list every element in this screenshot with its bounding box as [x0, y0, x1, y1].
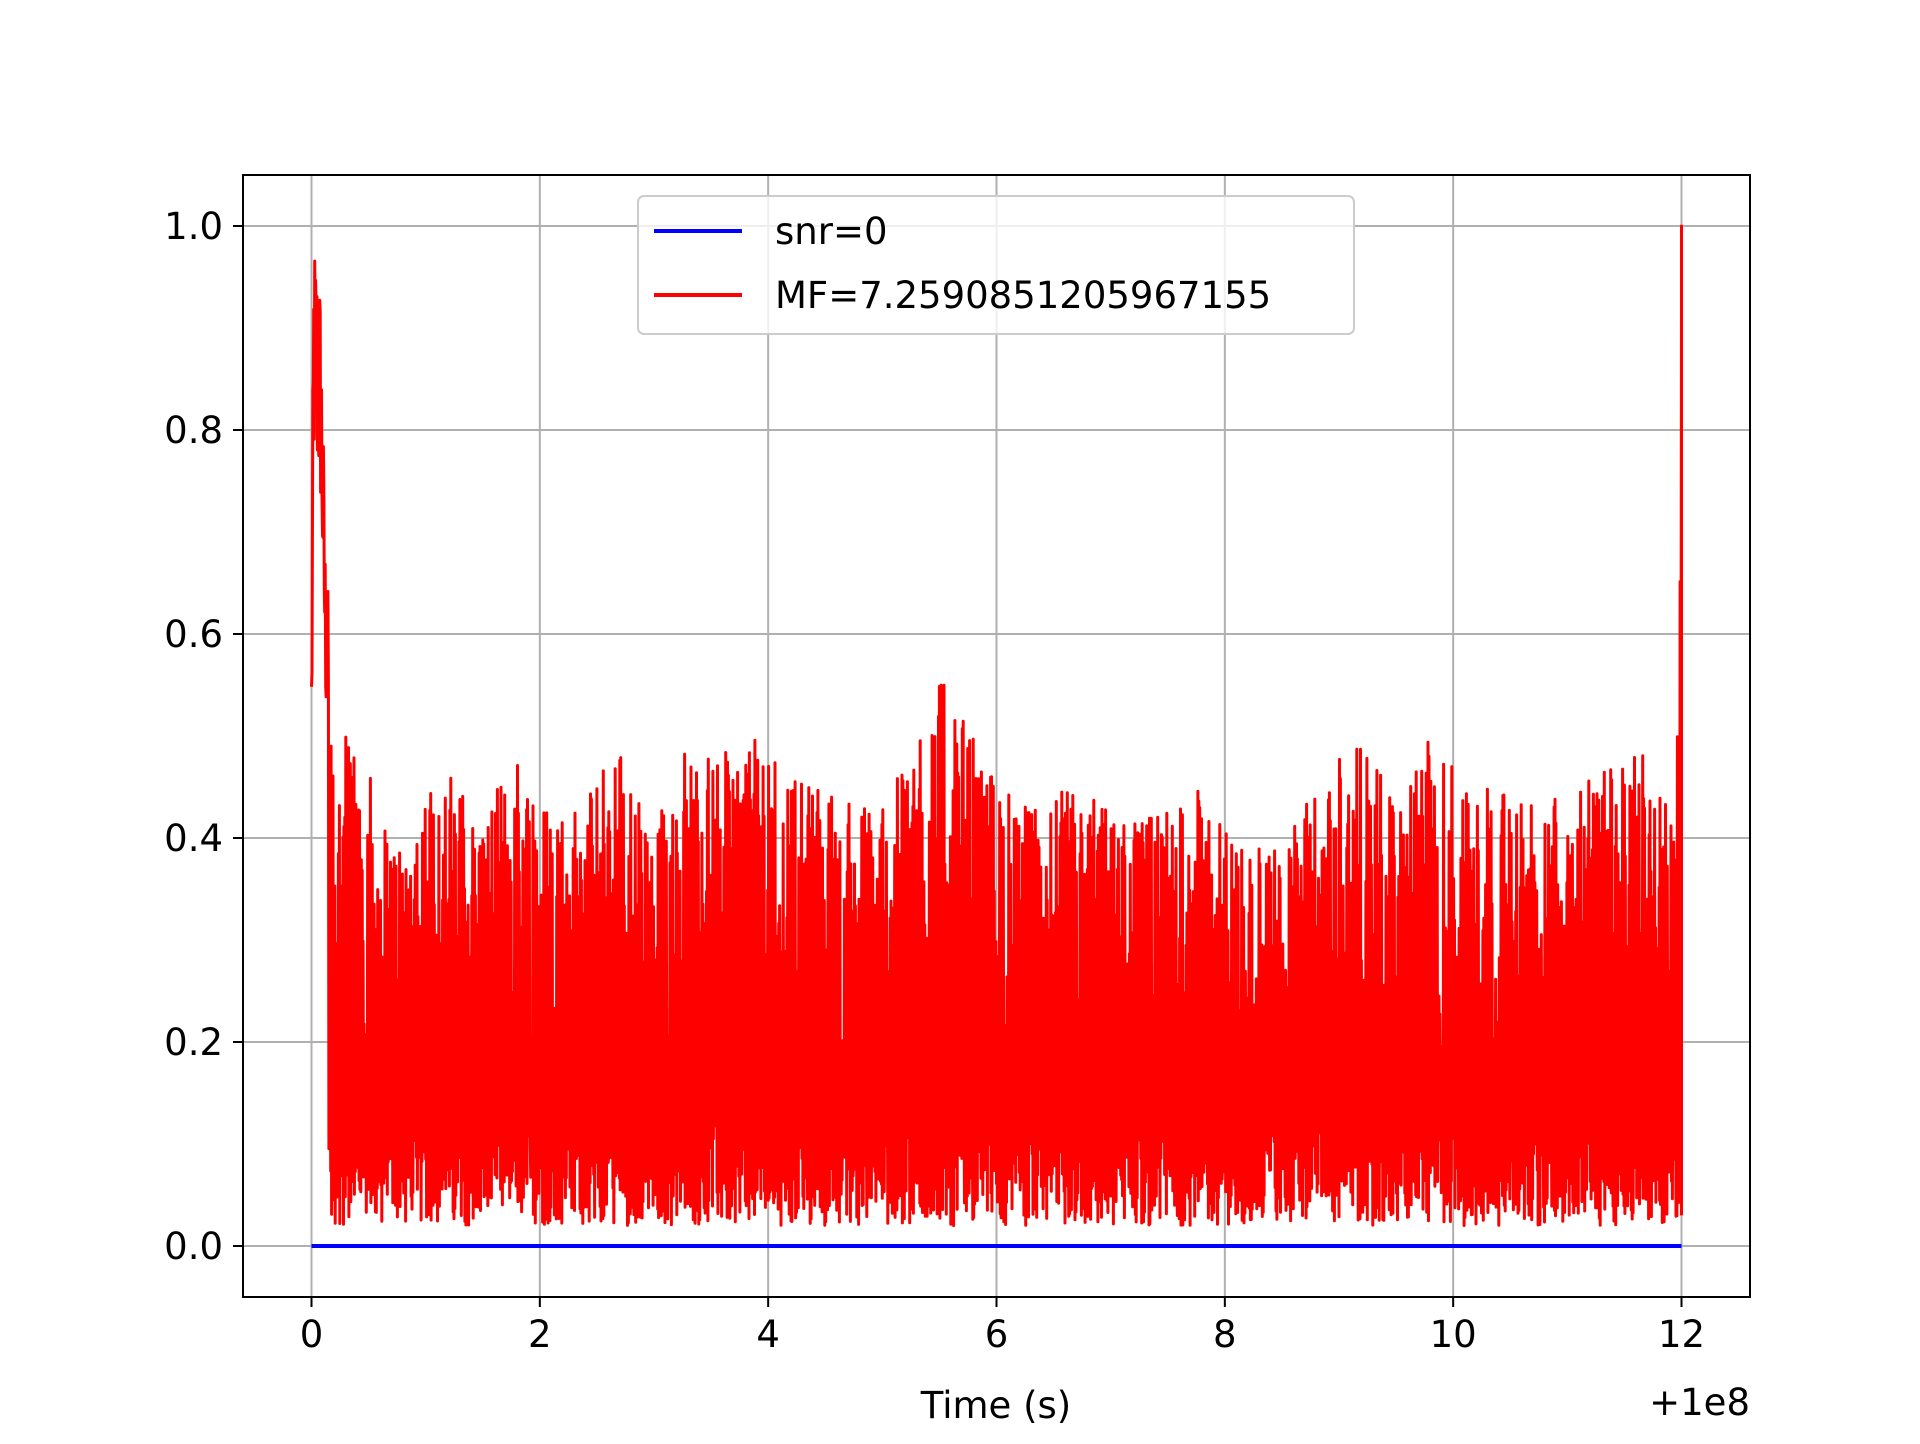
y-tick-label: 0.4 — [164, 817, 223, 860]
x-axis-offset-label: +1e8 — [1649, 1381, 1750, 1424]
y-tick-label: 0.0 — [164, 1225, 223, 1268]
x-tick-label: 10 — [1430, 1313, 1477, 1356]
ticks: 0 2 4 6 8 10 12 0.0 0.2 0.4 0.6 0.8 1.0 — [164, 205, 1705, 1356]
legend-label-snr: snr=0 — [775, 210, 887, 253]
legend-frame — [637, 195, 1355, 335]
x-tick-label: 6 — [985, 1313, 1009, 1356]
series-layer — [310, 224, 1683, 1248]
y-tick-label: 0.8 — [164, 409, 223, 452]
x-tick-label: 0 — [300, 1313, 324, 1356]
y-tick-label: 0.6 — [164, 613, 223, 656]
x-tick-label: 12 — [1658, 1313, 1705, 1356]
legend-label-mf: MF=7.2590851205967155 — [775, 274, 1271, 317]
x-tick-label: 4 — [756, 1313, 780, 1356]
series-line-mf — [310, 224, 1683, 1228]
x-tick-label: 2 — [528, 1313, 552, 1356]
legend: snr=0 MF=7.2590851205967155 — [637, 195, 1355, 335]
y-tick-label: 0.2 — [164, 1021, 223, 1064]
x-axis-label: Time (s) — [920, 1384, 1071, 1427]
y-tick-label: 1.0 — [164, 205, 223, 248]
x-tick-label: 8 — [1213, 1313, 1237, 1356]
